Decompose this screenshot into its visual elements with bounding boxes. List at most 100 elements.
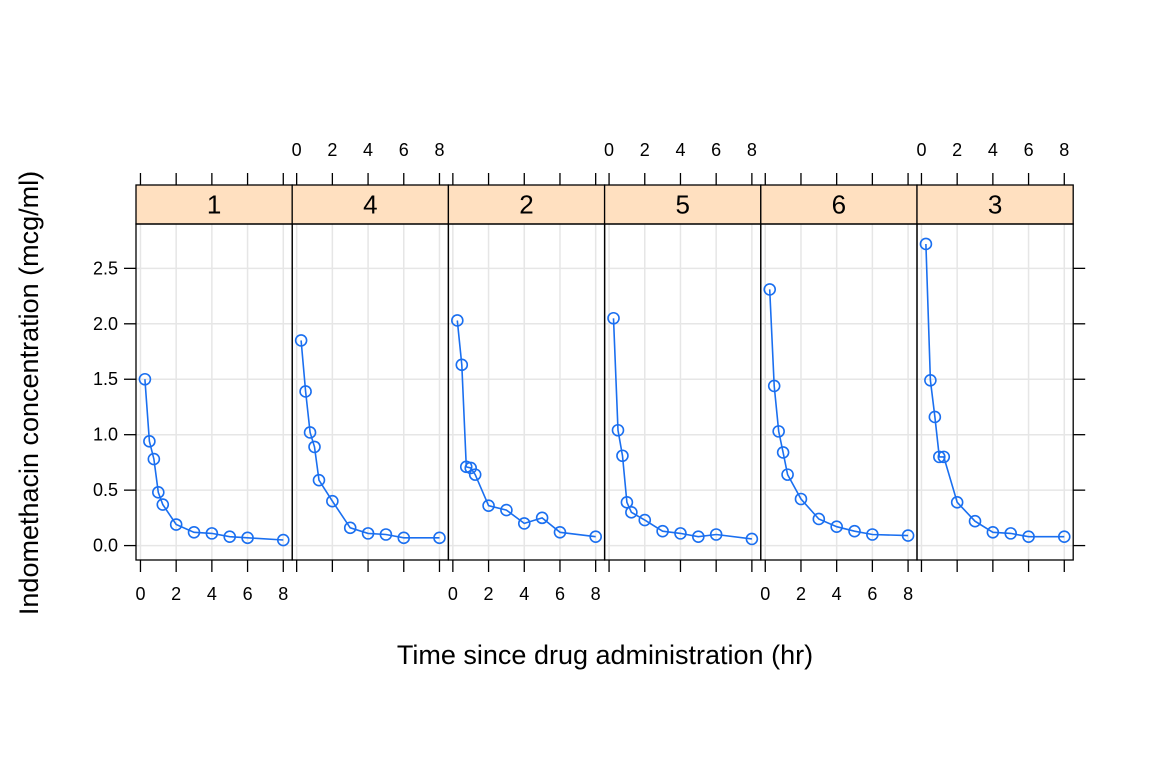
series-line-4 <box>300 340 440 539</box>
data-point <box>276 533 290 547</box>
x-tick-label: 0 <box>760 584 770 604</box>
data-point <box>589 530 602 544</box>
data-layer <box>138 237 1071 547</box>
data-point <box>241 531 254 545</box>
strip-label: 6 <box>832 190 846 220</box>
x-tick-label: 6 <box>711 140 721 160</box>
data-point <box>772 425 785 438</box>
data-point <box>745 532 759 546</box>
data-point <box>692 530 705 544</box>
data-point <box>303 426 317 439</box>
x-axis-title: Time since drug administration (hr) <box>397 640 813 670</box>
data-point <box>776 446 790 459</box>
data-point <box>986 525 1000 539</box>
panel-border <box>447 223 606 561</box>
data-point <box>928 410 942 424</box>
data-point <box>616 449 629 463</box>
data-point <box>781 468 794 481</box>
data-point <box>901 529 915 542</box>
data-point <box>308 440 321 454</box>
x-tick-label: 0 <box>916 140 926 160</box>
data-point <box>143 435 156 448</box>
data-point <box>361 527 375 540</box>
data-point <box>147 452 161 466</box>
data-point <box>866 528 879 541</box>
data-point <box>1004 527 1018 540</box>
data-point <box>517 517 531 530</box>
x-tick-label: 8 <box>591 584 601 604</box>
data-point <box>455 358 469 372</box>
data-point <box>924 374 937 387</box>
x-tick-label: 2 <box>952 140 962 160</box>
data-point <box>299 385 312 398</box>
data-point <box>625 506 638 519</box>
x-tick-label: 2 <box>484 584 494 604</box>
strip-3 <box>916 184 1074 225</box>
x-tick-label: 8 <box>278 584 288 604</box>
panel-border <box>603 223 762 561</box>
data-point <box>674 527 687 540</box>
strip-label: 2 <box>519 190 533 220</box>
data-point <box>379 528 393 541</box>
y-axis-title: Indomethacin concentration (mcg/ml) <box>14 171 44 615</box>
panel-border <box>291 223 450 561</box>
x-tick-label: 8 <box>747 140 757 160</box>
data-point <box>933 450 946 464</box>
data-point <box>312 473 326 487</box>
data-point <box>464 461 478 475</box>
data-point <box>607 311 620 325</box>
data-point <box>1057 530 1071 544</box>
data-point <box>794 492 808 506</box>
panel-border <box>760 223 918 561</box>
x-tick-label: 2 <box>796 584 806 604</box>
series-line-6 <box>768 289 909 537</box>
x-tick-label: 4 <box>207 584 217 604</box>
data-point <box>138 372 152 386</box>
panel-border <box>916 223 1074 561</box>
data-point <box>482 499 495 512</box>
x-tick-label: 0 <box>135 584 145 604</box>
data-point <box>152 486 165 499</box>
data-point <box>169 518 183 531</box>
x-tick-label: 6 <box>399 140 409 160</box>
data-point <box>343 521 357 535</box>
data-point <box>535 511 549 525</box>
x-tick-label: 8 <box>1059 140 1069 160</box>
y-tick-label: 1.5 <box>93 369 118 389</box>
data-point <box>1022 530 1035 544</box>
x-tick-label: 6 <box>555 584 565 604</box>
y-tick-label: 2.0 <box>93 314 118 334</box>
data-point <box>223 530 237 544</box>
x-tick-label: 0 <box>448 584 458 604</box>
data-point <box>638 513 652 527</box>
x-tick-label: 6 <box>867 584 877 604</box>
data-point <box>611 423 625 437</box>
x-tick-label: 8 <box>903 584 913 604</box>
data-point <box>968 514 982 528</box>
strip-5 <box>603 184 762 225</box>
data-point <box>937 450 951 464</box>
x-tick-label: 4 <box>519 584 529 604</box>
panel-layer: 1 4 2 5 6 3 <box>135 184 1074 561</box>
y-tick-label: 0.0 <box>93 536 118 556</box>
data-point <box>451 314 464 327</box>
x-tick-label: 2 <box>327 140 337 160</box>
x-tick-label: 0 <box>604 140 614 160</box>
data-point <box>767 379 781 393</box>
data-point <box>950 496 964 509</box>
y-tick-label: 2.5 <box>93 258 118 278</box>
series-line-1 <box>144 379 284 541</box>
data-point <box>397 531 411 545</box>
x-tick-label: 6 <box>243 584 253 604</box>
x-tick-label: 2 <box>171 584 181 604</box>
strip-label: 5 <box>675 190 689 220</box>
data-point <box>919 237 933 251</box>
x-tick-label: 4 <box>832 584 842 604</box>
data-point <box>187 525 201 539</box>
x-tick-label: 2 <box>640 140 650 160</box>
data-point <box>830 520 843 534</box>
data-point <box>553 525 567 539</box>
data-point <box>156 498 170 511</box>
data-point <box>848 524 861 538</box>
